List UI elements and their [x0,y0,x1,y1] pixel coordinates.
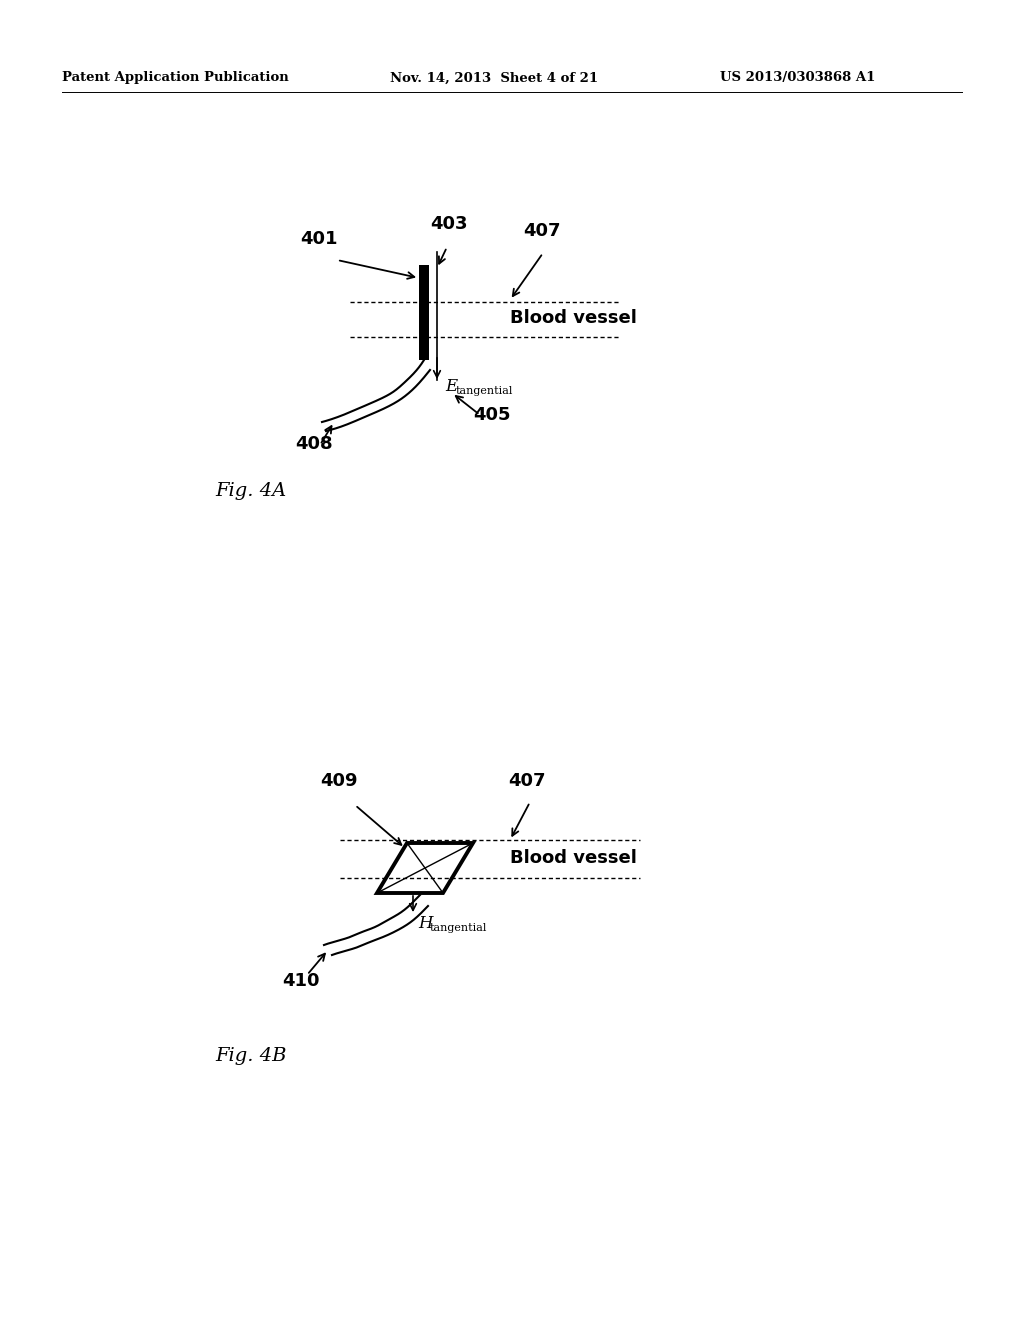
Text: 403: 403 [430,215,468,234]
Text: Blood vessel: Blood vessel [510,309,637,327]
Text: Fig. 4A: Fig. 4A [215,482,287,500]
Text: E: E [445,378,457,395]
Bar [419,265,429,302]
Text: Fig. 4B: Fig. 4B [215,1047,287,1065]
Text: 405: 405 [473,407,511,424]
Bar [419,337,429,360]
Polygon shape [377,843,473,894]
Text: 407: 407 [508,772,546,789]
Text: US 2013/0303868 A1: US 2013/0303868 A1 [720,71,876,84]
Text: 409: 409 [319,772,357,789]
Text: 407: 407 [523,222,560,240]
Text: 401: 401 [300,230,338,248]
Text: tangential: tangential [456,385,513,396]
Text: H: H [418,915,432,932]
Bar [419,302,429,337]
Text: Blood vessel: Blood vessel [510,849,637,867]
Text: 410: 410 [282,972,319,990]
Text: tangential: tangential [430,923,487,933]
Text: 408: 408 [295,436,333,453]
Text: Patent Application Publication: Patent Application Publication [62,71,289,84]
Text: Nov. 14, 2013  Sheet 4 of 21: Nov. 14, 2013 Sheet 4 of 21 [390,71,598,84]
